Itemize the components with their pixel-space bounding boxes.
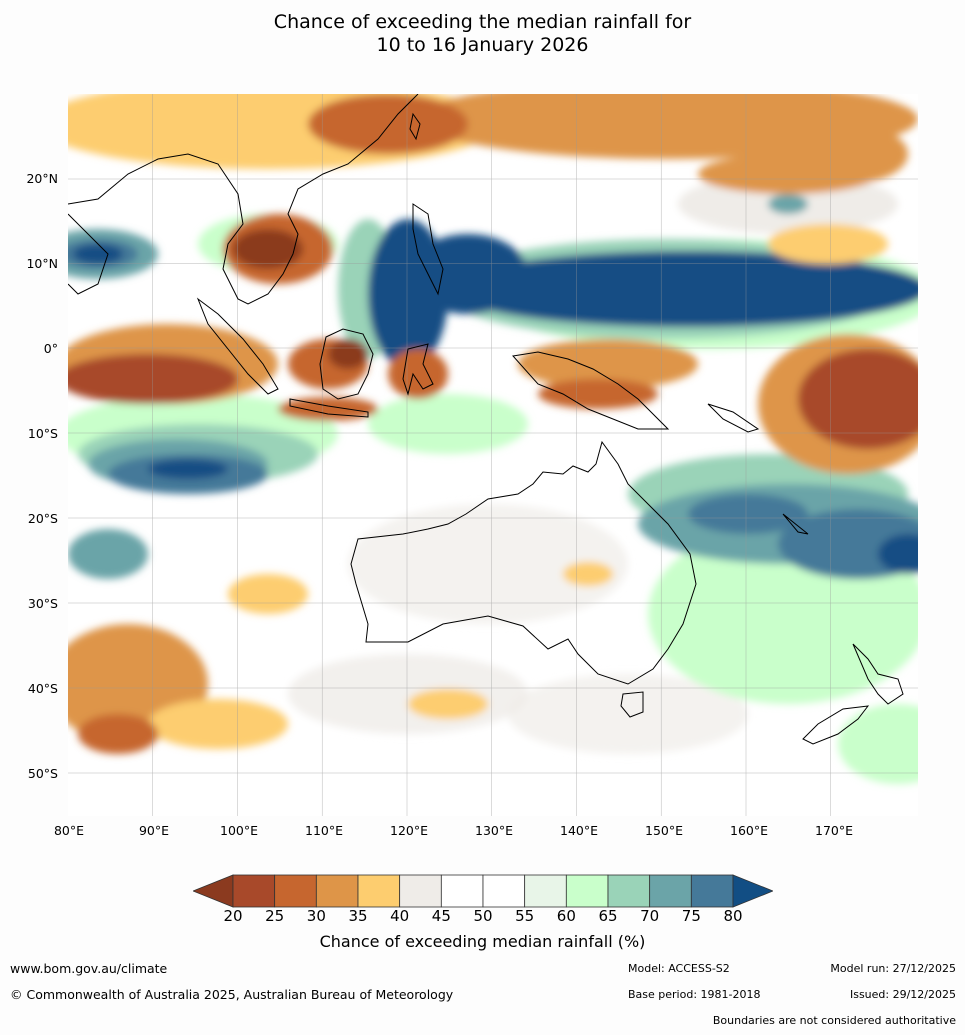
colorbar-swatch	[440, 874, 484, 908]
colorbar-tick-label: 65	[598, 907, 618, 925]
lon-label-100e: 100°E	[219, 823, 259, 838]
colorbar-swatch	[690, 874, 734, 908]
base-period: Base period: 1981-2018	[628, 988, 761, 1001]
colorbar-swatch	[232, 874, 276, 908]
colorbar-swatch	[399, 874, 442, 908]
lat-label-10s: 10°S	[27, 426, 58, 441]
colorbar-swatch	[649, 874, 692, 908]
lon-label-90e: 90°E	[138, 823, 170, 838]
colorbar-swatch	[482, 874, 526, 908]
lon-label-150e: 150°E	[644, 823, 684, 838]
colorbar-tick-label: 55	[515, 907, 535, 925]
colorbar-tick-label: 35	[348, 907, 368, 925]
coastlines	[68, 94, 904, 745]
colorbar-tick-label: 70	[640, 907, 660, 925]
colorbar-tick-label: 60	[556, 907, 576, 925]
lon-label-120e: 120°E	[389, 823, 429, 838]
lat-label-40s: 40°S	[27, 681, 58, 696]
issued-date: Issued: 29/12/2025	[849, 988, 956, 1001]
lat-label-10n: 10°N	[26, 256, 58, 271]
website-url[interactable]: www.bom.gov.au/climate	[10, 961, 168, 976]
colorbar-tick-label: 50	[473, 907, 493, 925]
colorbar-title: Chance of exceeding median rainfall (%)	[319, 932, 646, 951]
lon-label-130e: 130°E	[474, 823, 514, 838]
map-title-line-1: Chance of exceeding the median rainfall …	[273, 11, 692, 33]
lon-label-160e: 160°E	[729, 823, 769, 838]
colorbar-swatch	[524, 874, 567, 908]
colorbar-tick-label: 80	[723, 907, 743, 925]
lat-label-20s: 20°S	[27, 511, 58, 526]
colorbar-swatch	[565, 874, 609, 908]
colorbar-tick-label: 30	[306, 907, 326, 925]
model-run-date: Model run: 27/12/2025	[830, 962, 956, 975]
rainfall-probability-map	[68, 94, 918, 816]
lon-label-80e: 80°E	[53, 823, 85, 838]
model-name: Model: ACCESS-S2	[628, 962, 730, 975]
colorbar-tick-label: 20	[223, 907, 243, 925]
lat-label-0: 0°	[43, 341, 58, 356]
copyright-notice: © Commonwealth of Australia 2025, Austra…	[10, 987, 454, 1002]
lon-label-170e: 170°E	[814, 823, 854, 838]
colorbar-tick-label: 25	[265, 907, 285, 925]
colorbar-swatch	[315, 874, 359, 908]
colorbar-swatch	[357, 874, 401, 908]
colorbar-tick-label: 40	[390, 907, 410, 925]
colorbar	[193, 874, 773, 908]
map-title-line-2: 10 to 16 January 2026	[376, 34, 589, 56]
colorbar-low-extension	[193, 874, 234, 908]
probability-fields	[68, 94, 918, 784]
colorbar-tick-label: 45	[431, 907, 451, 925]
colorbar-high-extension	[732, 874, 773, 908]
graticule	[68, 94, 918, 816]
lat-label-50s: 50°S	[27, 766, 58, 781]
lon-label-140e: 140°E	[559, 823, 599, 838]
lon-label-110e: 110°E	[304, 823, 344, 838]
lat-label-30s: 30°S	[27, 596, 58, 611]
boundary-disclaimer: Boundaries are not considered authoritat…	[712, 1014, 956, 1027]
lat-label-20n: 20°N	[26, 171, 58, 186]
colorbar-swatch	[274, 874, 317, 908]
colorbar-tick-label: 75	[681, 907, 701, 925]
colorbar-swatch	[607, 874, 651, 908]
